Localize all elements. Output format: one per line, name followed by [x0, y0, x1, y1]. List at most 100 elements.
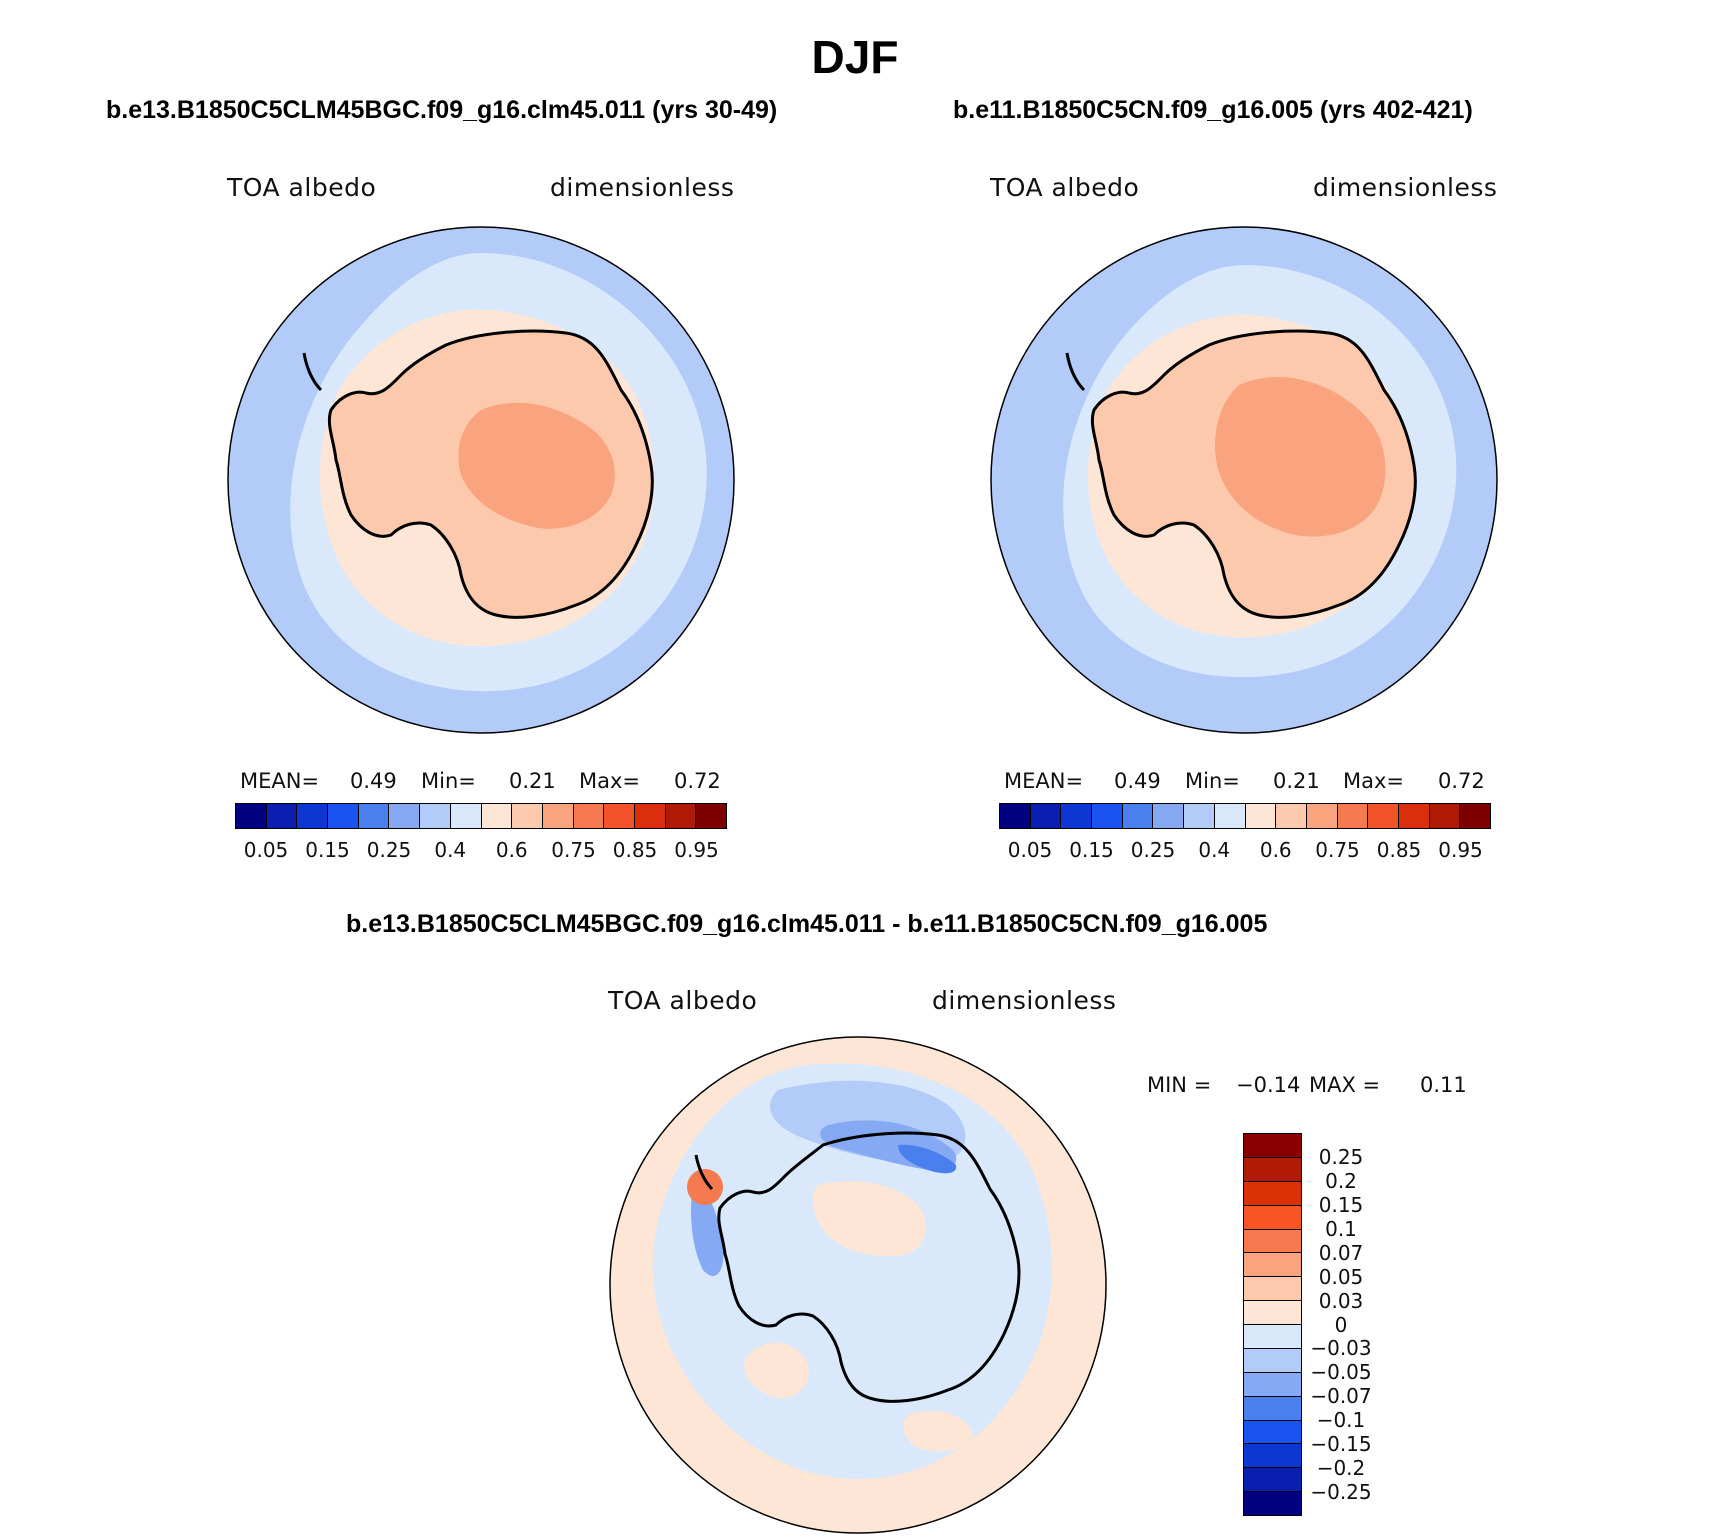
colorbar-tick-label: 0.4 — [434, 838, 467, 862]
colorbar-swatch — [1000, 804, 1031, 828]
colorbar-swatch — [328, 804, 359, 828]
colorbar-swatch — [1030, 804, 1062, 828]
panel2-units-label: dimensionless — [1313, 173, 1498, 202]
coastline — [694, 1131, 1021, 1403]
panel1-polar-map — [227, 226, 735, 734]
colorbar-tick-label: −0.07 — [1310, 1384, 1372, 1409]
colorbar-swatch — [1245, 804, 1277, 828]
colorbar-swatch — [1460, 804, 1490, 828]
colorbar-swatch — [665, 804, 697, 828]
colorbar-swatch — [1244, 1492, 1301, 1515]
colorbar-tick-label: 0 — [1334, 1312, 1348, 1337]
colorbar-swatch — [604, 804, 635, 828]
colorbar-swatch — [634, 804, 666, 828]
panel2-polar-map — [990, 226, 1498, 734]
colorbar-tick-label: −0.15 — [1310, 1432, 1372, 1457]
colorbar-tick-label: 0.05 — [1318, 1264, 1364, 1289]
panel2-variable-label: TOA albedo — [990, 173, 1140, 202]
diff-positive-patch-1 — [744, 1342, 809, 1399]
colorbar-tick-label: 0.05 — [1007, 838, 1053, 862]
diff-min-value: −0.14 — [1236, 1073, 1301, 1097]
diff-variable-label: TOA albedo — [608, 986, 758, 1015]
colorbar-swatch — [1061, 804, 1093, 828]
panel1-max-value: 0.72 — [674, 769, 721, 793]
diff-colorbar-ticks: 0.25 0.2 0.15 0.1 0.07 0.05 0.03 0 −0.03 −0.05 −0.… — [1305, 1133, 1385, 1516]
map-boundary — [990, 226, 1498, 734]
panel2-max-value: 0.72 — [1438, 769, 1485, 793]
diff-max-value: 0.11 — [1420, 1073, 1467, 1097]
colorbar-tick-label: 0.1 — [1325, 1216, 1357, 1241]
colorbar-tick-label: 0.25 — [1318, 1144, 1364, 1169]
diff-case-title: b.e13.B1850C5CLM45BGC.f09_g16.clm45.011 … — [346, 910, 1268, 938]
colorbar-tick-label: 0.15 — [1318, 1192, 1364, 1217]
panel2-mean-value: 0.49 — [1114, 769, 1161, 793]
colorbar-swatch — [297, 804, 329, 828]
colorbar-tick-label: 0.95 — [674, 838, 719, 862]
colorbar-tick-label: 0.85 — [1376, 838, 1422, 862]
colorbar-swatch — [1214, 804, 1246, 828]
coastline — [302, 329, 654, 619]
panel1-min-value: 0.21 — [509, 769, 556, 793]
colorbar-tick-label: −0.03 — [1310, 1336, 1372, 1361]
panel1-max-label: Max= — [579, 769, 641, 793]
colorbar-swatch — [542, 804, 574, 828]
panel1-colorbar — [235, 803, 727, 829]
colorbar-tick-label: 0.95 — [1438, 838, 1483, 862]
colorbar-swatch — [1244, 1444, 1301, 1469]
diff-max-label: MAX = — [1309, 1073, 1381, 1097]
panel2-max-label: Max= — [1343, 769, 1405, 793]
colorbar-swatch — [1276, 804, 1307, 828]
colorbar-swatch — [1122, 804, 1154, 828]
colorbar-tick-label: −0.1 — [1316, 1408, 1366, 1433]
panel2-min-value: 0.21 — [1273, 769, 1320, 793]
colorbar-swatch — [1244, 1396, 1301, 1421]
coastline — [1065, 329, 1417, 619]
colorbar-swatch — [389, 804, 421, 828]
diff-negative-core — [898, 1144, 957, 1174]
panel2-colorbar — [999, 803, 1491, 829]
colorbar-swatch — [236, 804, 267, 828]
colorbar-swatch — [1398, 804, 1430, 828]
panel1-case-title: b.e13.B1850C5CLM45BGC.f09_g16.clm45.011 … — [106, 96, 778, 124]
panel1-colorbar-ticks: 0.05 0.15 0.25 0.4 0.6 0.75 0.85 0.95 — [235, 838, 727, 864]
panel2-case-title: b.e11.B1850C5CN.f09_g16.005 (yrs 402-421… — [953, 96, 1473, 124]
colorbar-swatch — [1244, 1468, 1301, 1493]
panel1-mean-value: 0.49 — [350, 769, 397, 793]
colorbar-swatch — [1306, 804, 1338, 828]
colorbar-tick-label: 0.6 — [495, 838, 528, 862]
colorbar-tick-label: −0.25 — [1310, 1480, 1372, 1505]
map-boundary — [609, 1036, 1107, 1534]
colorbar-swatch — [1368, 804, 1399, 828]
colorbar-swatch — [696, 804, 726, 828]
diff-positive-hotspot — [687, 1169, 723, 1205]
colorbar-swatch — [420, 804, 451, 828]
continent-interior — [1215, 377, 1386, 537]
colorbar-tick-label: 0.07 — [1318, 1240, 1364, 1265]
colorbar-swatch — [1244, 1134, 1301, 1158]
colorbar-swatch — [1244, 1277, 1301, 1302]
colorbar-tick-label: 0.75 — [551, 838, 596, 862]
diff-positive-patch-2 — [903, 1411, 973, 1452]
figure-title: DJF — [811, 31, 899, 83]
panel1-units-label: dimensionless — [550, 173, 735, 202]
map-boundary — [227, 226, 735, 734]
colorbar-swatch — [450, 804, 482, 828]
panel2-mean-label: MEAN= — [1004, 769, 1084, 793]
panel1-variable-label: TOA albedo — [227, 173, 377, 202]
colorbar-tick-label: 0.2 — [1325, 1168, 1357, 1193]
colorbar-swatch — [1244, 1229, 1301, 1254]
colorbar-swatch — [1244, 1420, 1301, 1445]
diff-units-label: dimensionless — [932, 986, 1117, 1015]
colorbar-swatch — [1244, 1205, 1301, 1230]
colorbar-swatch — [1429, 804, 1461, 828]
colorbar-swatch — [1244, 1253, 1301, 1278]
colorbar-swatch — [1244, 1325, 1301, 1349]
colorbar-swatch — [481, 804, 513, 828]
colorbar-swatch — [266, 804, 298, 828]
colorbar-swatch — [573, 804, 605, 828]
diff-min-label: MIN = — [1147, 1073, 1212, 1097]
colorbar-swatch — [1153, 804, 1185, 828]
diff-polar-map — [609, 1036, 1107, 1534]
colorbar-swatch — [1244, 1301, 1301, 1325]
continent-interior — [458, 402, 615, 529]
